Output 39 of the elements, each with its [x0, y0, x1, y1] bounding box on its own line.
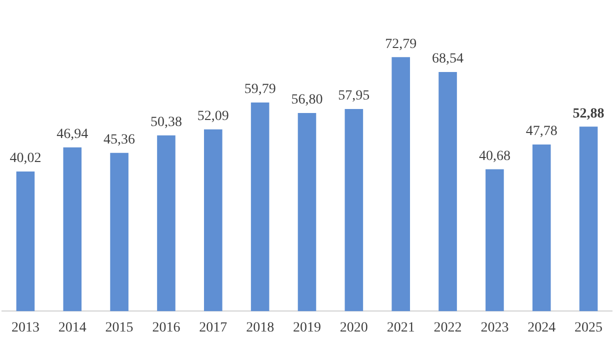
data-label: 50,38 [150, 115, 182, 130]
bar [532, 144, 551, 312]
data-label: 59,79 [244, 82, 276, 98]
data-label: 45,36 [104, 132, 136, 148]
data-label: 72,79 [385, 36, 417, 52]
x-tick-label: 2015 [105, 320, 134, 336]
x-tick-label: 2025 [574, 320, 603, 336]
data-label: 56,80 [291, 92, 323, 108]
data-label: 47,78 [526, 124, 558, 140]
data-label: 40,02 [10, 151, 42, 166]
bar [298, 112, 316, 312]
bar [250, 102, 270, 312]
data-label: 46,94 [56, 127, 88, 142]
x-tick-label: 2018 [246, 320, 274, 336]
bar [438, 72, 457, 312]
bar [16, 172, 35, 312]
bar [110, 152, 128, 312]
data-label: 57,95 [338, 88, 370, 104]
x-tick-label: 2019 [293, 320, 321, 336]
x-tick-label: 2021 [386, 320, 415, 336]
bar [392, 57, 410, 312]
data-label: 52,09 [197, 109, 229, 124]
x-tick-label: 2014 [58, 320, 86, 336]
bar [63, 147, 82, 312]
bar [157, 135, 176, 312]
data-label: 52,88 [572, 106, 604, 122]
x-tick-label: 2022 [434, 320, 462, 336]
x-tick-label: 2017 [199, 320, 228, 336]
bar [579, 126, 598, 312]
x-tick-label: 2013 [11, 320, 40, 336]
bar [204, 129, 222, 312]
bar [486, 169, 504, 312]
x-tick-label: 2024 [528, 320, 556, 336]
x-tick-label: 2023 [480, 320, 509, 336]
data-label: 40,68 [478, 148, 510, 164]
x-tick-label: 2020 [340, 320, 368, 336]
data-label: 68,54 [432, 52, 464, 67]
bar [344, 108, 364, 312]
x-tick-label: 2016 [152, 320, 180, 336]
